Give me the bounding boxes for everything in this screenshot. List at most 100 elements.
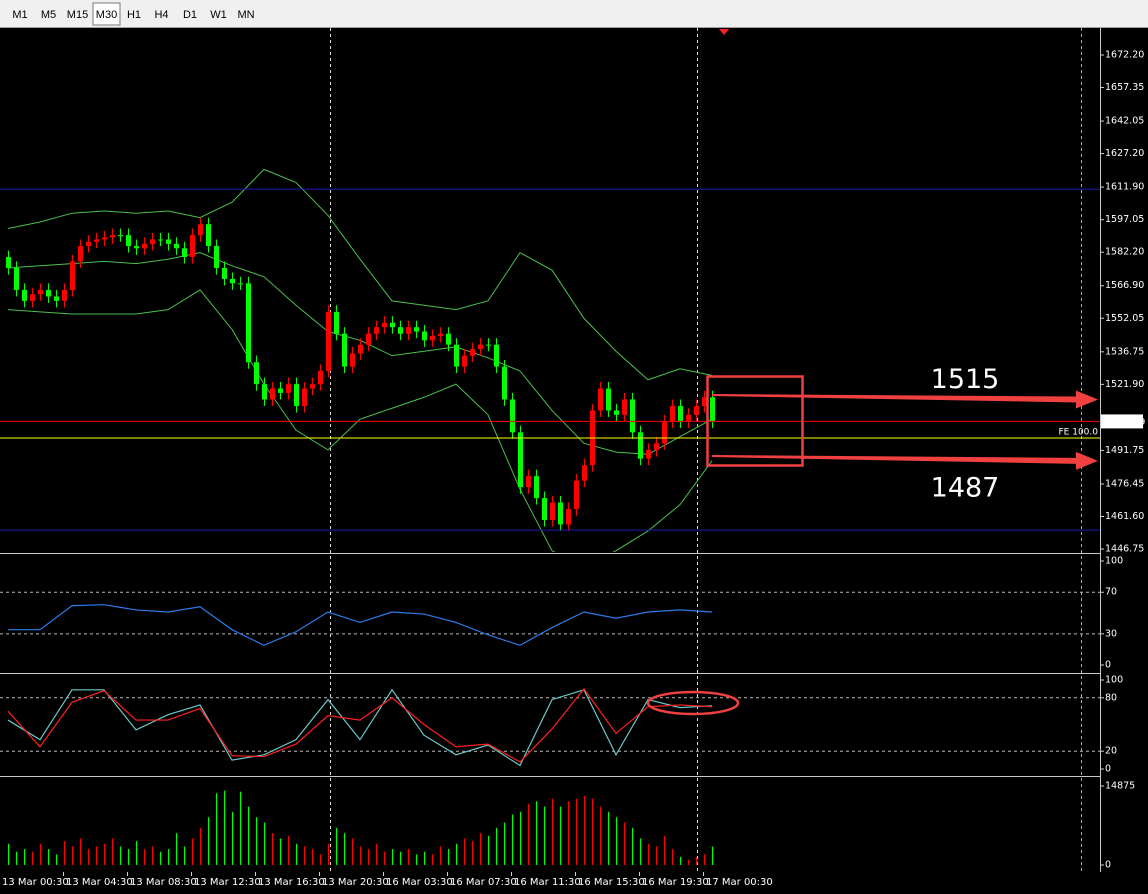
panel xyxy=(8,790,714,866)
timeframe-button[interactable] xyxy=(62,2,93,26)
x-tick-label: 17 Mar 00:30 xyxy=(706,877,773,888)
volume-bar xyxy=(376,843,378,866)
timeframe-button[interactable] xyxy=(232,2,260,26)
volume-bar xyxy=(616,817,618,866)
x-tick-label: 16 Mar 03:30 xyxy=(386,877,453,888)
timeframe-button[interactable] xyxy=(34,2,63,26)
volume-bar xyxy=(712,846,714,866)
timeframe-label[interactable]: M1 xyxy=(12,9,27,21)
candle-body xyxy=(646,449,651,459)
volume-bar xyxy=(288,835,290,866)
candle-body xyxy=(574,480,579,510)
volume-bar xyxy=(552,798,554,866)
candle-body xyxy=(310,384,315,389)
candle-body xyxy=(86,241,91,247)
y-tick-label: 1461.60 xyxy=(1105,511,1144,522)
candle-body xyxy=(710,397,715,422)
candle-body xyxy=(358,344,363,354)
candle-body xyxy=(182,248,187,258)
candle-body xyxy=(118,235,123,237)
candle-body xyxy=(518,432,523,488)
candle-body xyxy=(326,311,331,371)
timeframe-label[interactable]: M5 xyxy=(41,9,56,21)
candle-body xyxy=(670,406,675,422)
candle-body xyxy=(638,432,643,459)
volume-bar xyxy=(24,849,26,866)
volume-bar xyxy=(344,833,346,866)
y-tick-label: 70 xyxy=(1105,587,1117,598)
candle-body xyxy=(494,344,499,367)
volume-bar xyxy=(432,854,434,866)
timeframe-label[interactable]: H4 xyxy=(154,9,168,21)
volume-bar xyxy=(336,827,338,866)
y-tick-label: 1521.90 xyxy=(1105,379,1144,390)
volume-bar xyxy=(576,798,578,866)
volume-bar xyxy=(680,857,682,866)
timeframe-label[interactable]: M30 xyxy=(96,9,117,21)
timeframe-label[interactable]: M15 xyxy=(67,9,88,21)
y-tick-label: 1597.05 xyxy=(1105,214,1144,225)
candle-body xyxy=(278,388,283,393)
candle-body xyxy=(470,349,475,356)
y-tick-label: 1552.05 xyxy=(1105,313,1144,324)
x-tick-label: 13 Mar 04:30 xyxy=(66,877,133,888)
y-tick-label: 1627.20 xyxy=(1105,148,1144,159)
y-tick-label: 1476.45 xyxy=(1105,478,1144,489)
timeframe-button[interactable] xyxy=(147,2,176,26)
candle-body xyxy=(366,333,371,345)
level-label: FE 100.0 xyxy=(1059,428,1099,438)
timeframe-label[interactable]: D1 xyxy=(183,9,197,21)
y-tick-label: 1491.75 xyxy=(1105,445,1144,456)
candle-body xyxy=(678,406,683,422)
candle-body xyxy=(406,327,411,334)
candle-body xyxy=(438,333,443,336)
candle-body xyxy=(62,289,67,301)
volume-bar xyxy=(168,849,170,866)
timeframe-button[interactable] xyxy=(120,2,148,26)
candle-body xyxy=(134,246,139,249)
target-label: 1487 xyxy=(931,472,1000,503)
volume-bar xyxy=(264,822,266,866)
candle-body xyxy=(598,388,603,411)
volume-bar xyxy=(456,843,458,866)
candle-body xyxy=(54,296,59,301)
y-tick-label: 1657.35 xyxy=(1105,82,1144,93)
timeframe-button[interactable] xyxy=(5,2,35,26)
volume-bar xyxy=(672,849,674,866)
candle-body xyxy=(238,283,243,285)
volume-bar xyxy=(592,798,594,866)
timeframe-button[interactable] xyxy=(204,2,233,26)
target-arrow xyxy=(712,451,1098,470)
candle-body xyxy=(542,498,547,521)
candle-body xyxy=(190,235,195,258)
target-arrow xyxy=(712,390,1098,409)
y-tick-label: 0 xyxy=(1105,860,1111,871)
candle-body xyxy=(550,502,555,521)
timeframe-label[interactable]: W1 xyxy=(210,9,227,21)
volume-bar xyxy=(152,846,154,866)
volume-bar xyxy=(192,838,194,866)
candle-body xyxy=(334,311,339,334)
candle-body xyxy=(302,388,307,407)
volume-bar xyxy=(440,846,442,866)
timeframe-label[interactable]: MN xyxy=(237,9,254,21)
volume-bar xyxy=(368,849,370,866)
timeframe-button[interactable] xyxy=(92,2,121,26)
candle-body xyxy=(110,235,115,238)
candle-body xyxy=(414,327,419,332)
shift-marker xyxy=(719,29,729,35)
price-box xyxy=(1101,414,1143,429)
volume-bar xyxy=(384,851,386,866)
candle-body xyxy=(526,476,531,488)
volume-bar xyxy=(320,854,322,866)
candle-body xyxy=(702,397,707,407)
volume-bar xyxy=(216,793,218,866)
candle-body xyxy=(662,421,667,444)
y-tick-label: 1611.90 xyxy=(1105,182,1144,193)
candle-body xyxy=(214,246,219,268)
x-tick-label: 16 Mar 07:30 xyxy=(450,877,517,888)
timeframe-label[interactable]: H1 xyxy=(127,9,141,21)
timeframe-button[interactable] xyxy=(175,2,205,26)
